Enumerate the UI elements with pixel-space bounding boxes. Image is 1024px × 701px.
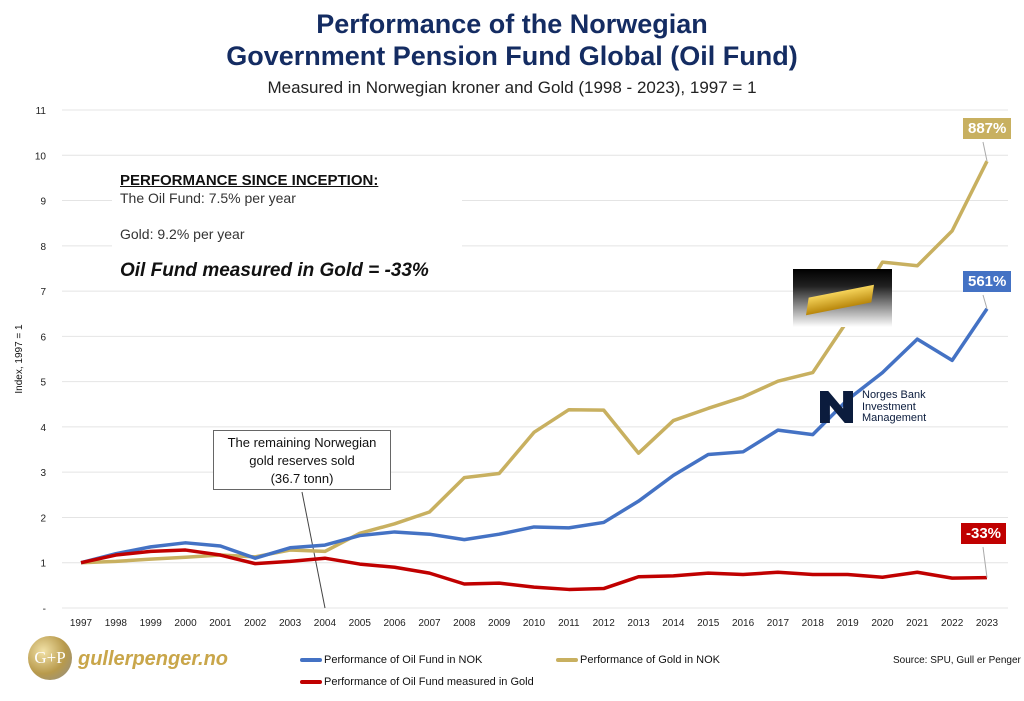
- performance-box: [112, 170, 462, 290]
- oil-in-gold-end-label: -33%: [961, 523, 1007, 544]
- x-tick-label: 2010: [523, 618, 546, 629]
- oil-in-gold-performance: Oil Fund measured in Gold = -33%: [120, 260, 429, 281]
- nbim-logo-text: Norges Bank Investment Management: [862, 389, 927, 424]
- logo-mark: G+P: [34, 648, 66, 667]
- gp-logo-icon: G+P: [28, 636, 72, 680]
- x-tick-label: 2002: [244, 618, 267, 629]
- y-tick-label: 1: [40, 559, 46, 570]
- x-tick-label: 2006: [383, 618, 406, 629]
- legend-label: Performance of Gold in NOK: [580, 654, 721, 666]
- y-tick-label: 8: [40, 242, 46, 253]
- y-tick-label: 9: [40, 197, 46, 208]
- x-tick-label: 2007: [418, 618, 441, 629]
- x-tick-label: 2004: [314, 618, 337, 629]
- x-tick-label: 1997: [70, 618, 93, 629]
- x-axis-ticks: 1997 1998 1999 2000 2001 2002 2003 2004 2005 2006…: [70, 618, 999, 629]
- x-tick-label: 2019: [836, 618, 859, 629]
- y-tick-label: 2: [40, 513, 46, 524]
- gold-performance: Gold: 9.2% per year: [120, 226, 245, 242]
- x-tick-label: 2023: [976, 618, 999, 629]
- x-tick-label: 2009: [488, 618, 511, 629]
- chart-subtitle: Measured in Norwegian kroner and Gold (1…: [267, 78, 757, 97]
- x-tick-label: 2013: [627, 618, 650, 629]
- end-label-leader: [982, 294, 988, 309]
- x-tick-label: 2020: [871, 618, 894, 629]
- series-line-1: [80, 160, 989, 565]
- x-tick-label: 2018: [802, 618, 825, 629]
- x-tick-label: 2017: [767, 618, 790, 629]
- end-label-leader: [982, 141, 988, 162]
- gold-end-label: 887%: [963, 118, 1012, 139]
- y-axis-label: Index, 1997 = 1: [14, 324, 25, 394]
- y-tick-label: -: [43, 604, 46, 615]
- chart-title: Performance of the Norwegian Government …: [0, 8, 1024, 72]
- x-tick-label: 1999: [140, 618, 163, 629]
- x-tick-label: 2021: [906, 618, 929, 629]
- x-tick-label: 2003: [279, 618, 302, 629]
- y-tick-label: 11: [36, 106, 47, 117]
- x-tick-label: 1998: [105, 618, 128, 629]
- x-tick-label: 2015: [697, 618, 720, 629]
- legend-oil-in-gold: Performance of Oil Fund measured in Gold: [300, 676, 534, 688]
- legend-gold: Performance of Gold in NOK: [556, 654, 720, 666]
- gold-sale-annotation: The remaining Norwegian gold reserves so…: [213, 430, 391, 490]
- annotation-line: gold reserves sold: [249, 453, 355, 468]
- legend-swatch: [300, 680, 322, 684]
- legend-swatch: [300, 658, 322, 662]
- x-tick-label: 2000: [174, 618, 197, 629]
- x-tick-label: 2001: [209, 618, 232, 629]
- legend-label: Performance of Oil Fund in NOK: [324, 654, 483, 666]
- y-axis-ticks: - 1 2 3 4 5 6 7 8 9 10 11: [35, 106, 47, 615]
- legend-swatch: [556, 658, 578, 662]
- y-tick-label: 6: [40, 332, 46, 343]
- title-line-2: Government Pension Fund Global (Oil Fund…: [226, 41, 798, 71]
- x-tick-label: 2005: [349, 618, 372, 629]
- x-tick-label: 2012: [593, 618, 616, 629]
- oil-fund-performance: The Oil Fund: 7.5% per year: [120, 190, 296, 206]
- y-tick-label: 5: [40, 378, 46, 389]
- x-tick-label: 2016: [732, 618, 755, 629]
- legend-oil: Performance of Oil Fund in NOK: [300, 654, 482, 666]
- x-tick-label: 2011: [558, 618, 580, 629]
- end-label-leaders: [982, 141, 988, 578]
- y-tick-label: 10: [35, 151, 47, 162]
- title-line-1: Performance of the Norwegian: [316, 9, 708, 39]
- y-tick-label: 3: [40, 468, 46, 479]
- source-note: Source: SPU, Gull er Penger: [893, 655, 1021, 666]
- x-tick-label: 2014: [662, 618, 685, 629]
- oil-end-label: 561%: [963, 271, 1012, 292]
- y-tick-label: 7: [40, 287, 46, 298]
- x-tick-label: 2022: [941, 618, 964, 629]
- performance-heading: PERFORMANCE SINCE INCEPTION:: [120, 172, 379, 189]
- legend-label: Performance of Oil Fund measured in Gold: [324, 676, 534, 688]
- gold-bar-image: [793, 269, 892, 327]
- annotation-line: The remaining Norwegian: [227, 435, 377, 450]
- y-tick-label: 4: [40, 423, 46, 434]
- annotation-line: (36.7 tonn): [270, 471, 334, 486]
- gridlines: [62, 109, 1008, 609]
- end-label-leader: [982, 546, 988, 578]
- series-line-2: [80, 548, 988, 592]
- brand-name: gullerpenger.no: [78, 648, 229, 670]
- x-tick-label: 2008: [453, 618, 476, 629]
